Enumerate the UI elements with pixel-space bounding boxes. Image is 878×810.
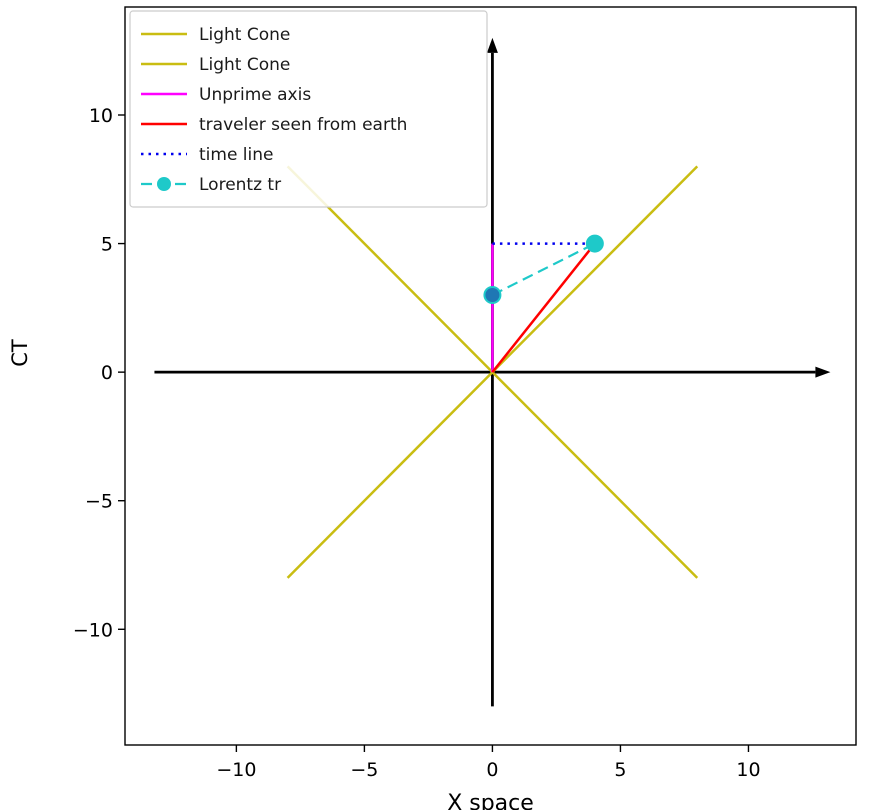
- x-tick-label: 0: [486, 759, 498, 781]
- marker-blue-point: [485, 288, 500, 302]
- x-tick-label: −10: [216, 759, 256, 781]
- legend-label: time line: [199, 145, 274, 165]
- legend-marker-lorentz-tr: [157, 177, 171, 191]
- x-axis-arrow-head: [815, 366, 831, 378]
- legend-box: [129, 10, 488, 208]
- x-tick-label: 5: [614, 759, 626, 781]
- y-tick-label: −5: [85, 491, 113, 513]
- legend-label: Light Cone: [199, 25, 290, 45]
- legend-label: Lorentz tr: [199, 175, 281, 195]
- y-tick-label: 0: [101, 362, 113, 384]
- legend-label: Light Cone: [199, 55, 290, 75]
- y-tick-label: 10: [89, 105, 113, 127]
- y-tick-label: 5: [101, 234, 113, 256]
- y-axis-label: CT: [8, 339, 32, 367]
- legend-label: Unprime axis: [199, 85, 311, 105]
- x-tick-label: 10: [736, 759, 760, 781]
- x-tick-label: −5: [350, 759, 378, 781]
- marker-lorentz-tr: [585, 234, 604, 253]
- ct-axis-arrow-head: [486, 37, 498, 53]
- x-axis-label: X space: [447, 791, 534, 810]
- y-tick-label: −10: [73, 619, 113, 641]
- legend-label: traveler seen from earth: [199, 115, 407, 135]
- series-traveler-seen-from-earth: [491, 242, 596, 373]
- series-lorentz-tr: [491, 242, 596, 296]
